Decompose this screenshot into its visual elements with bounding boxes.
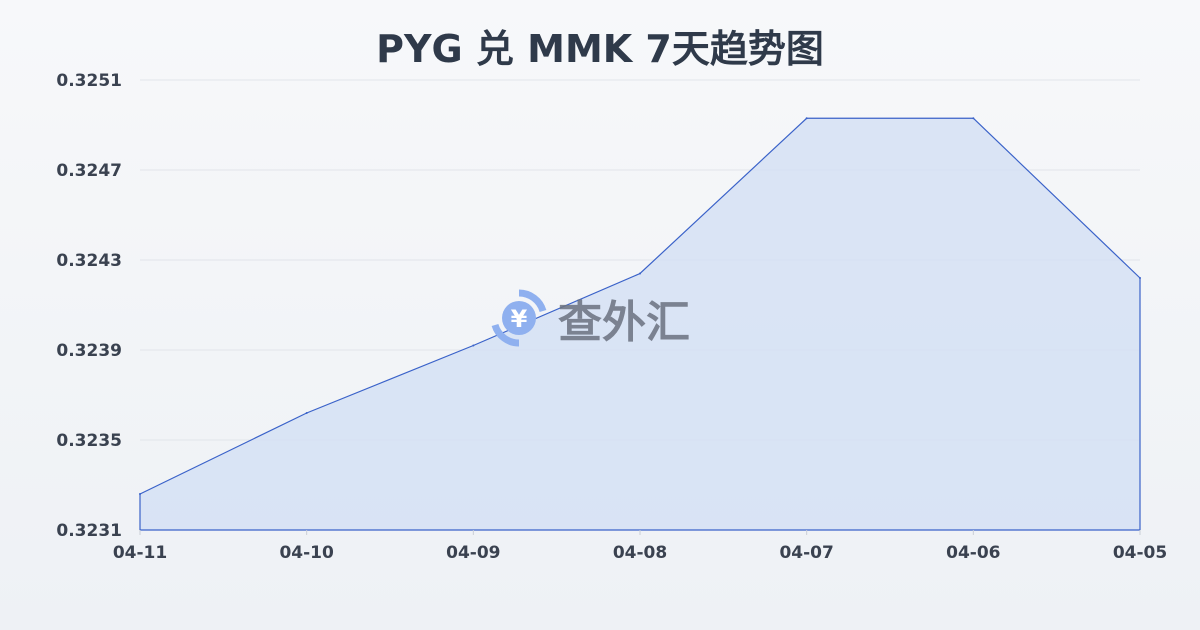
- area-fill: [140, 118, 1140, 530]
- data-point: [972, 117, 975, 120]
- x-tick-label: 04-09: [446, 543, 500, 563]
- svg-text:¥: ¥: [511, 305, 528, 333]
- watermark: ¥ 查外汇: [488, 286, 690, 350]
- data-point: [1139, 277, 1141, 279]
- data-point: [472, 344, 475, 347]
- x-tick-label: 04-07: [779, 543, 833, 563]
- chart-title: PYG 兑 MMK 7天趋势图: [376, 27, 824, 71]
- x-tick-label: 04-11: [113, 543, 167, 563]
- data-point: [139, 493, 141, 495]
- y-tick-label: 0.3235: [56, 431, 122, 451]
- data-point: [305, 412, 308, 414]
- x-tick-label: 04-08: [613, 543, 667, 563]
- y-tick-label: 0.3247: [56, 161, 122, 181]
- data-point: [805, 117, 808, 120]
- watermark-text: 查外汇: [558, 297, 690, 348]
- y-tick-label: 0.3239: [56, 341, 122, 361]
- data-point: [639, 272, 641, 275]
- x-tick-label: 04-06: [946, 543, 1000, 563]
- yen-exchange-icon: ¥: [491, 289, 547, 347]
- x-tick-label: 04-10: [279, 543, 334, 563]
- y-tick-label: 0.3231: [56, 521, 122, 541]
- y-tick-label: 0.3243: [56, 251, 122, 271]
- y-tick-label: 0.3251: [56, 71, 122, 91]
- x-tick-label: 04-05: [1113, 543, 1167, 563]
